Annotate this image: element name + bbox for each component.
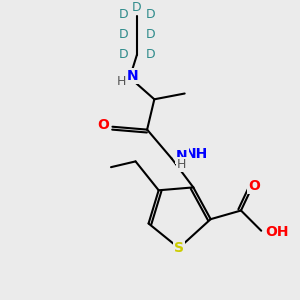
Text: D: D: [146, 48, 156, 61]
Text: H: H: [177, 158, 187, 171]
Text: O: O: [248, 179, 260, 193]
Text: O: O: [98, 118, 109, 132]
Text: D: D: [118, 28, 128, 41]
Text: D: D: [146, 8, 156, 21]
Text: D: D: [132, 1, 142, 14]
Text: N: N: [176, 148, 188, 163]
Text: D: D: [118, 8, 128, 21]
Text: D: D: [118, 48, 128, 61]
Text: OH: OH: [266, 225, 289, 239]
Text: H: H: [176, 148, 185, 161]
Text: H: H: [117, 76, 126, 88]
Text: NH: NH: [185, 147, 208, 161]
Text: N: N: [127, 69, 139, 83]
Text: D: D: [146, 28, 156, 41]
Text: S: S: [174, 241, 184, 255]
